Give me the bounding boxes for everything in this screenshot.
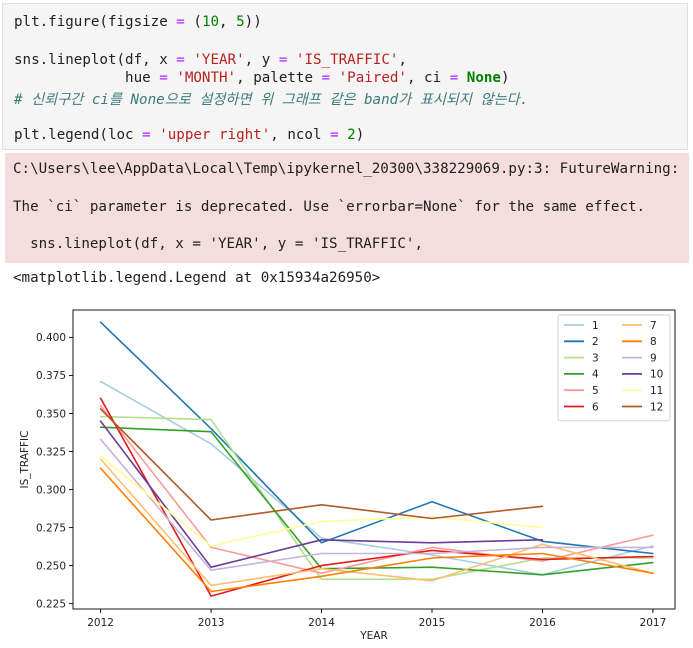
y-axis-label: IS_TRAFFIC (19, 431, 31, 489)
legend-label-1: 1 (592, 320, 599, 332)
legend-label-2: 2 (592, 336, 599, 348)
x-tick-label: 2017 (640, 617, 667, 629)
series-line-2 (99, 321, 654, 555)
x-tick-label: 2012 (87, 617, 114, 629)
series-line-11 (99, 455, 544, 547)
code-comment: # 신뢰구간 ci를 None으로 설정하면 위 그래프 같은 band가 표시… (14, 92, 529, 108)
series-line-9 (99, 438, 654, 572)
code-cell[interactable]: plt.figure(figsize = (10, 5)) sns.linepl… (2, 3, 688, 150)
y-tick-label: 0.250 (36, 560, 66, 572)
x-tick-label: 2014 (308, 617, 335, 629)
legend-label-9: 9 (650, 352, 657, 364)
legend-label-12: 12 (650, 401, 663, 413)
legend-label-10: 10 (650, 369, 663, 381)
warning-message: The `ci` parameter is deprecated. Use `e… (13, 199, 646, 215)
series-lines (99, 321, 654, 597)
series-line-7 (99, 458, 654, 587)
plot-frame (72, 309, 676, 610)
axes: 2012 2013 2014 2015 2016 2017 0.225 0.250 0.275 0… (19, 309, 676, 642)
code-line-5: plt.legend(loc = 'upper right', ncol = 2… (14, 127, 365, 143)
series-line-1 (99, 380, 654, 576)
legend-label-5: 5 (592, 385, 599, 397)
legend-label-4: 4 (592, 369, 599, 381)
y-tick-label: 0.350 (36, 408, 66, 420)
warning-source-line: sns.lineplot(df, x = 'YEAR', y = 'IS_TRA… (13, 236, 423, 252)
output-result: <matplotlib.legend.Legend at 0x15934a269… (13, 270, 381, 286)
stderr-output: C:\Users\lee\AppData\Local\Temp\ipykerne… (5, 153, 689, 263)
legend-label-7: 7 (650, 320, 657, 332)
code-line-2: sns.lineplot(df, x = 'YEAR', y = 'IS_TRA… (14, 52, 407, 68)
x-tick-label: 2013 (198, 617, 225, 629)
y-tick-label: 0.325 (36, 446, 66, 458)
warning-path: C:\Users\lee\AppData\Local\Temp\ipykerne… (13, 161, 680, 177)
legend-label-11: 11 (650, 385, 663, 397)
series-line-3 (99, 415, 654, 581)
y-tick-label: 0.375 (36, 370, 66, 382)
y-tick-label: 0.300 (36, 484, 66, 496)
x-axis-label: YEAR (359, 630, 388, 642)
series-line-6 (99, 397, 654, 597)
x-tick-label: 2015 (419, 617, 446, 629)
series-line-8 (99, 467, 654, 593)
legend-label-8: 8 (650, 336, 657, 348)
code-line-1: plt.figure(figsize = (10, 5)) (14, 14, 262, 30)
series-line-10 (99, 420, 544, 569)
series-line-12 (99, 408, 544, 521)
y-tick-label: 0.275 (36, 522, 66, 534)
y-tick-label: 0.400 (36, 332, 66, 344)
line-chart: 2012 2013 2014 2015 2016 2017 0.225 0.250 0.275 0… (19, 309, 676, 642)
x-tick-label: 2016 (529, 617, 556, 629)
legend-label-6: 6 (592, 401, 599, 413)
legend-label-3: 3 (592, 352, 599, 364)
code-line-3: hue = 'MONTH', palette = 'Paired', ci = … (14, 70, 510, 86)
y-tick-label: 0.225 (36, 598, 66, 610)
